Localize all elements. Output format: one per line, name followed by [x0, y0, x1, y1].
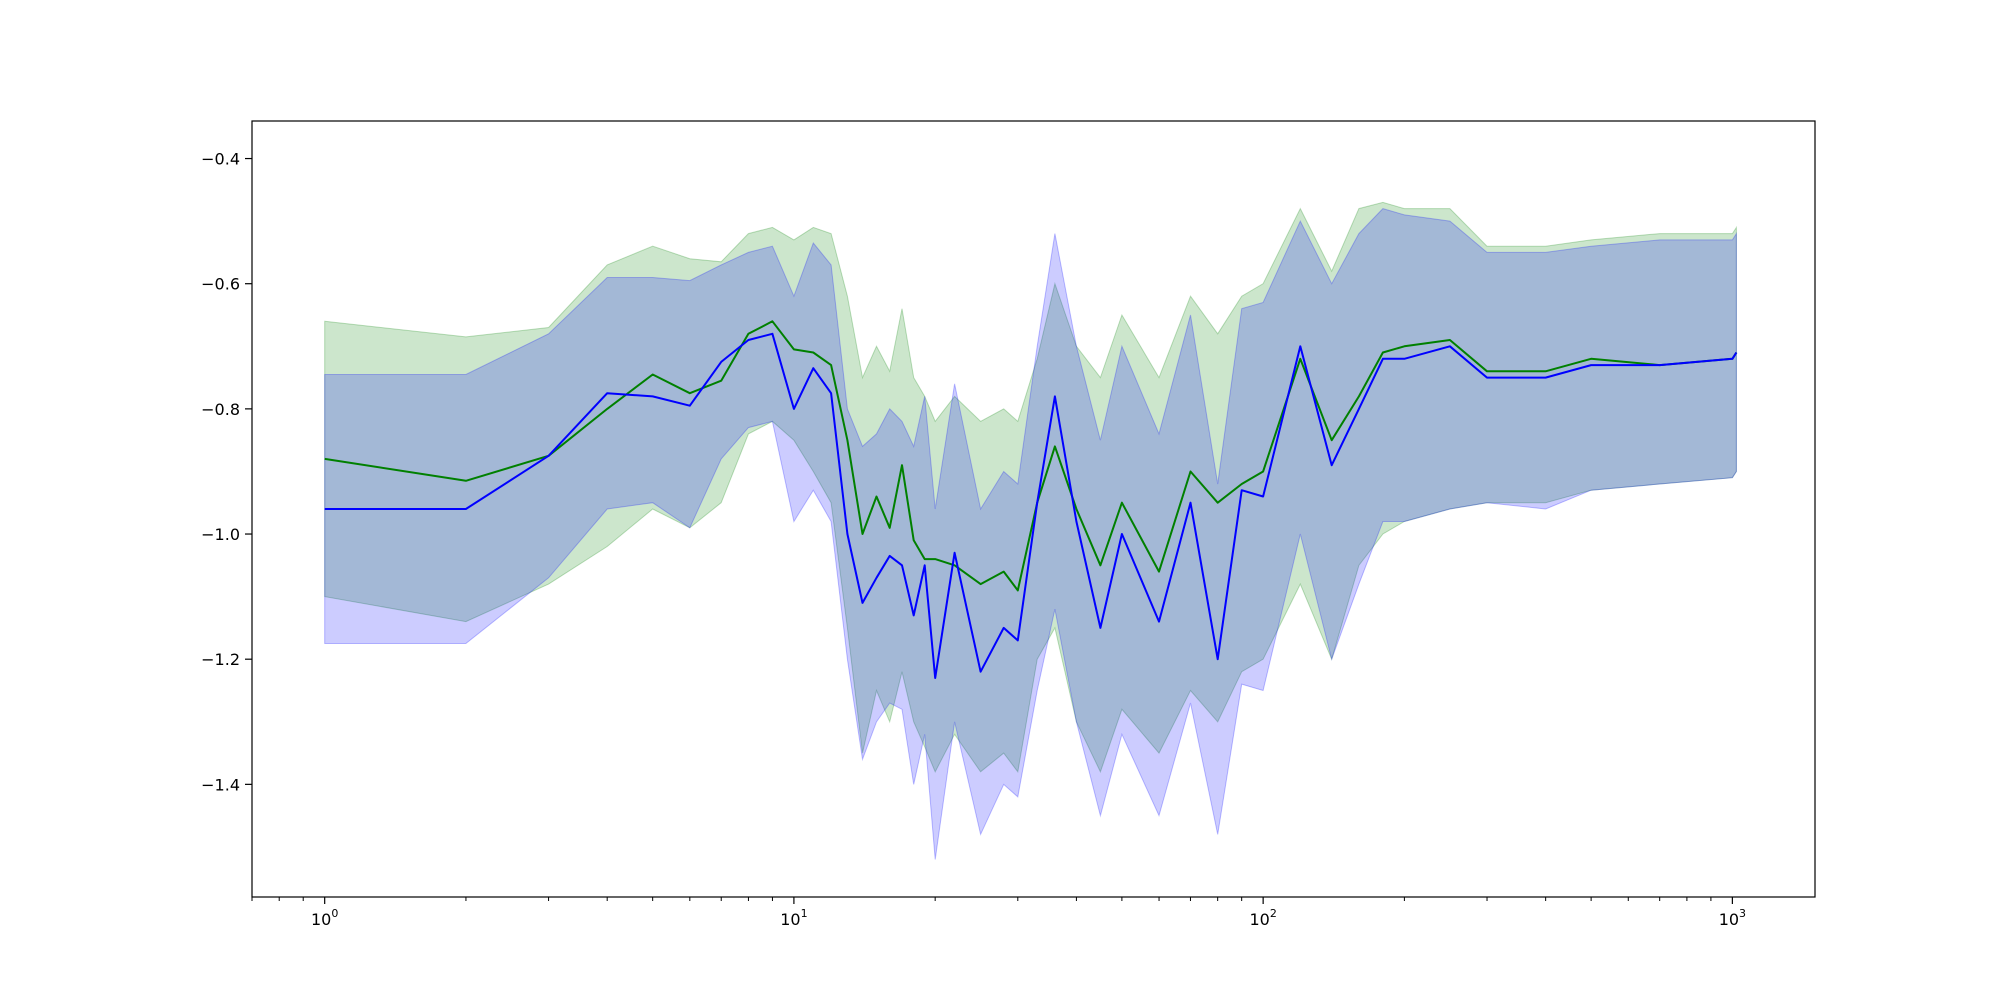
y-tick-label: −1.0	[201, 525, 240, 544]
band-series-0	[324, 201, 1737, 774]
plot-frame	[251, 120, 1816, 898]
x-axis: 100 101 102 103	[251, 897, 1746, 929]
line-series-1	[324, 332, 1738, 679]
x-tick-label: 100	[311, 907, 338, 929]
line-series-0	[324, 320, 1738, 592]
y-tick-label: −1.4	[201, 775, 240, 794]
y-tick-label: −0.4	[201, 150, 240, 169]
series-lines	[324, 320, 1738, 679]
y-tick-label: −0.8	[201, 400, 240, 419]
x-tick-label: 103	[1719, 907, 1746, 929]
y-axis: −0.4 −0.6 −0.8 −1.0 −1.2 −1.4	[201, 150, 252, 794]
y-tick-label: −1.2	[201, 650, 240, 669]
x-tick-label: 101	[780, 907, 807, 929]
y-tick-label: −0.6	[201, 275, 240, 294]
x-tick-label: 102	[1249, 907, 1276, 929]
